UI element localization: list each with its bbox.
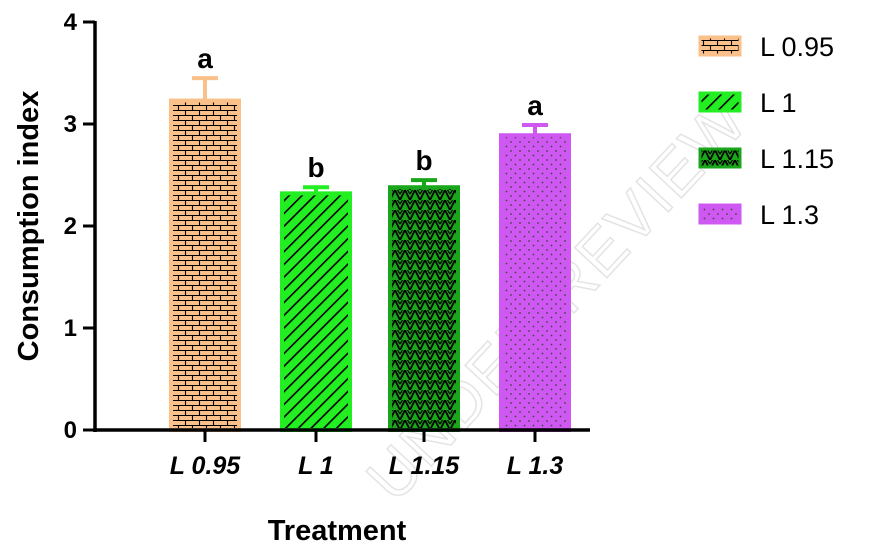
significance-label-3: b: [415, 145, 432, 176]
significance-label-4: a: [527, 90, 543, 121]
legend-swatch-3: [698, 147, 742, 169]
legend-label-2: L 1: [760, 88, 797, 118]
legend: L 0.95 L 1 L 1.15 L 1.3: [698, 32, 834, 230]
y-axis-title: Consumption index: [13, 91, 45, 362]
bar-3: [388, 185, 460, 432]
bar-1: [169, 98, 241, 432]
x-tick-label-3: L 1.15: [389, 452, 461, 480]
significance-label-2: b: [307, 152, 324, 183]
y-tick-label-4: 4: [64, 9, 78, 36]
y-tick-label-2: 2: [64, 213, 77, 240]
legend-label-1: L 0.95: [760, 32, 834, 62]
y-tick-label-0: 0: [64, 417, 77, 444]
legend-swatch-1: [698, 35, 742, 57]
legend-label-4: L 1.3: [760, 200, 819, 230]
x-axis-title: Treatment: [268, 515, 407, 547]
x-tick-label-1: L 0.95: [170, 452, 242, 480]
legend-swatch-2: [698, 91, 742, 113]
y-tick-label-1: 1: [64, 315, 77, 342]
y-tick-label-3: 3: [64, 111, 77, 138]
x-tick-label-4: L 1.3: [507, 452, 564, 480]
bar-4: [499, 133, 571, 432]
bars-group: a b b a: [169, 43, 571, 432]
bar-2: [280, 191, 352, 432]
x-tick-label-2: L 1: [298, 452, 334, 480]
significance-label-1: a: [197, 43, 213, 74]
legend-label-3: L 1.15: [760, 144, 834, 174]
axes-group: 0 1 2 3 4 L 0.95 L 1 L 1.15 L 1.3: [64, 9, 590, 480]
legend-swatch-4: [698, 203, 742, 225]
